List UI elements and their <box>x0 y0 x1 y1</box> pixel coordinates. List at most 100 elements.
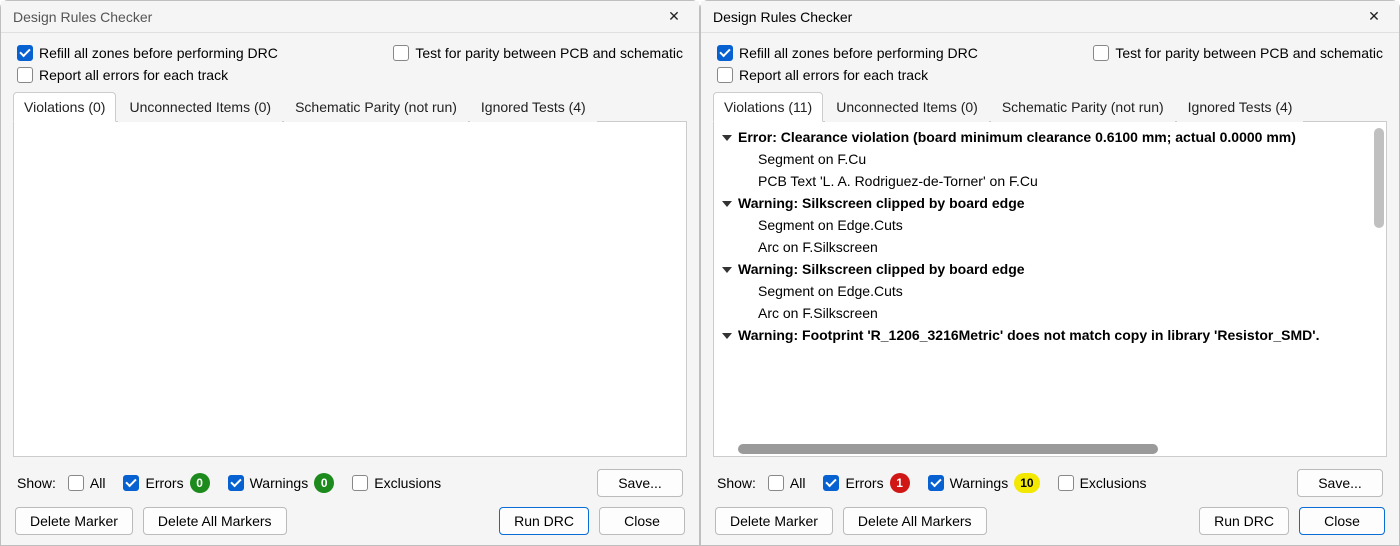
run-drc-button[interactable]: Run DRC <box>1199 507 1289 535</box>
checkbox-icon <box>352 475 368 491</box>
tab-schematic-parity[interactable]: Schematic Parity (not run) <box>991 92 1175 122</box>
tab-ignored-tests[interactable]: Ignored Tests (4) <box>470 92 597 122</box>
violations-list-inner <box>14 122 686 456</box>
save-button[interactable]: Save... <box>597 469 683 497</box>
horizontal-scrollbar[interactable] <box>738 444 1158 454</box>
checkbox-icon <box>717 45 733 61</box>
show-errors[interactable]: Errors 1 <box>823 473 909 493</box>
tab-schematic-parity[interactable]: Schematic Parity (not run) <box>284 92 468 122</box>
chevron-down-icon <box>722 261 732 277</box>
delete-all-markers-button[interactable]: Delete All Markers <box>143 507 287 535</box>
errors-count-badge: 0 <box>190 473 210 493</box>
checkbox-icon <box>393 45 409 61</box>
window-title: Design Rules Checker <box>713 9 852 25</box>
run-drc-button[interactable]: Run DRC <box>499 507 589 535</box>
violation-item[interactable]: Segment on Edge.Cuts <box>714 214 1386 236</box>
checkbox-icon <box>17 45 33 61</box>
checkbox-icon <box>228 475 244 491</box>
window-close-button[interactable]: ✕ <box>1353 3 1395 31</box>
window-title: Design Rules Checker <box>13 9 152 25</box>
tab-violations[interactable]: Violations (0) <box>13 92 116 122</box>
show-exclusions[interactable]: Exclusions <box>352 475 441 491</box>
chevron-down-icon <box>722 327 732 343</box>
violation-item[interactable]: PCB Text 'L. A. Rodriguez-de-Torner' on … <box>714 170 1386 192</box>
chevron-down-icon <box>722 129 732 145</box>
bottom-buttons: Delete Marker Delete All Markers Run DRC… <box>1 499 699 545</box>
tabs-container: Violations (11) Unconnected Items (0) Sc… <box>701 87 1399 122</box>
delete-marker-button[interactable]: Delete Marker <box>715 507 833 535</box>
show-filter-row: Show: All Errors 0 Warnings 0 Exclusions… <box>1 457 699 499</box>
show-warnings[interactable]: Warnings 0 <box>228 473 335 493</box>
opt-refill-label: Refill all zones before performing DRC <box>739 45 978 61</box>
tabs: Violations (0) Unconnected Items (0) Sch… <box>13 91 687 122</box>
checkbox-icon <box>768 475 784 491</box>
opt-report-all-label: Report all errors for each track <box>739 67 928 83</box>
titlebar: Design Rules Checker ✕ <box>1 1 699 33</box>
show-warnings[interactable]: Warnings 10 <box>928 473 1040 493</box>
drc-options: Refill all zones before performing DRC T… <box>1 33 699 87</box>
checkbox-icon <box>717 67 733 83</box>
checkbox-icon <box>1058 475 1074 491</box>
violations-list[interactable] <box>13 122 687 457</box>
opt-parity-label: Test for parity between PCB and schemati… <box>1115 45 1383 61</box>
tab-unconnected[interactable]: Unconnected Items (0) <box>118 92 282 122</box>
close-icon: ✕ <box>1368 8 1380 25</box>
show-errors[interactable]: Errors 0 <box>123 473 209 493</box>
delete-marker-button[interactable]: Delete Marker <box>15 507 133 535</box>
show-exclusions[interactable]: Exclusions <box>1058 475 1147 491</box>
violation-group-header[interactable]: Error: Clearance violation (board minimu… <box>714 126 1386 148</box>
bottom-buttons: Delete Marker Delete All Markers Run DRC… <box>701 499 1399 545</box>
show-label: Show: <box>717 475 756 491</box>
show-label: Show: <box>17 475 56 491</box>
violations-list-inner: Error: Clearance violation (board minimu… <box>714 122 1386 456</box>
violation-group-title: Warning: Silkscreen clipped by board edg… <box>738 261 1025 277</box>
show-filter-row: Show: All Errors 1 Warnings 10 Exclusion… <box>701 457 1399 499</box>
violation-group-header[interactable]: Warning: Footprint 'R_1206_3216Metric' d… <box>714 324 1386 346</box>
checkbox-icon <box>68 475 84 491</box>
close-button[interactable]: Close <box>599 507 685 535</box>
violation-group-title: Warning: Silkscreen clipped by board edg… <box>738 195 1025 211</box>
tabs-container: Violations (0) Unconnected Items (0) Sch… <box>1 87 699 122</box>
tab-ignored-tests[interactable]: Ignored Tests (4) <box>1177 92 1304 122</box>
violation-group-header[interactable]: Warning: Silkscreen clipped by board edg… <box>714 192 1386 214</box>
opt-parity[interactable]: Test for parity between PCB and schemati… <box>1093 45 1383 61</box>
opt-report-all-label: Report all errors for each track <box>39 67 228 83</box>
opt-refill[interactable]: Refill all zones before performing DRC <box>717 45 978 61</box>
tab-violations[interactable]: Violations (11) <box>713 92 823 122</box>
opt-report-all[interactable]: Report all errors for each track <box>717 67 1383 83</box>
show-all[interactable]: All <box>768 475 806 491</box>
opt-parity-label: Test for parity between PCB and schemati… <box>415 45 683 61</box>
opt-parity[interactable]: Test for parity between PCB and schemati… <box>393 45 683 61</box>
violations-list[interactable]: Error: Clearance violation (board minimu… <box>713 122 1387 457</box>
drc-options: Refill all zones before performing DRC T… <box>701 33 1399 87</box>
opt-refill[interactable]: Refill all zones before performing DRC <box>17 45 278 61</box>
vertical-scrollbar[interactable] <box>1374 128 1384 228</box>
show-all[interactable]: All <box>68 475 106 491</box>
violation-item[interactable]: Arc on F.Silkscreen <box>714 236 1386 258</box>
drc-window-left: Design Rules Checker ✕ Refill all zones … <box>0 0 700 546</box>
titlebar: Design Rules Checker ✕ <box>701 1 1399 33</box>
violation-group-header[interactable]: Warning: Silkscreen clipped by board edg… <box>714 258 1386 280</box>
warnings-count-badge: 0 <box>314 473 334 493</box>
violation-item[interactable]: Segment on F.Cu <box>714 148 1386 170</box>
save-button[interactable]: Save... <box>1297 469 1383 497</box>
checkbox-icon <box>1093 45 1109 61</box>
checkbox-icon <box>17 67 33 83</box>
opt-report-all[interactable]: Report all errors for each track <box>17 67 683 83</box>
warnings-count-badge: 10 <box>1014 473 1039 493</box>
checkbox-icon <box>928 475 944 491</box>
errors-count-badge: 1 <box>890 473 910 493</box>
close-icon: ✕ <box>668 8 680 25</box>
checkbox-icon <box>123 475 139 491</box>
delete-all-markers-button[interactable]: Delete All Markers <box>843 507 987 535</box>
violation-group-title: Warning: Footprint 'R_1206_3216Metric' d… <box>738 327 1320 343</box>
opt-refill-label: Refill all zones before performing DRC <box>39 45 278 61</box>
tab-unconnected[interactable]: Unconnected Items (0) <box>825 92 989 122</box>
window-close-button[interactable]: ✕ <box>653 3 695 31</box>
close-button[interactable]: Close <box>1299 507 1385 535</box>
tabs: Violations (11) Unconnected Items (0) Sc… <box>713 91 1387 122</box>
violation-item[interactable]: Segment on Edge.Cuts <box>714 280 1386 302</box>
chevron-down-icon <box>722 195 732 211</box>
checkbox-icon <box>823 475 839 491</box>
violation-item[interactable]: Arc on F.Silkscreen <box>714 302 1386 324</box>
